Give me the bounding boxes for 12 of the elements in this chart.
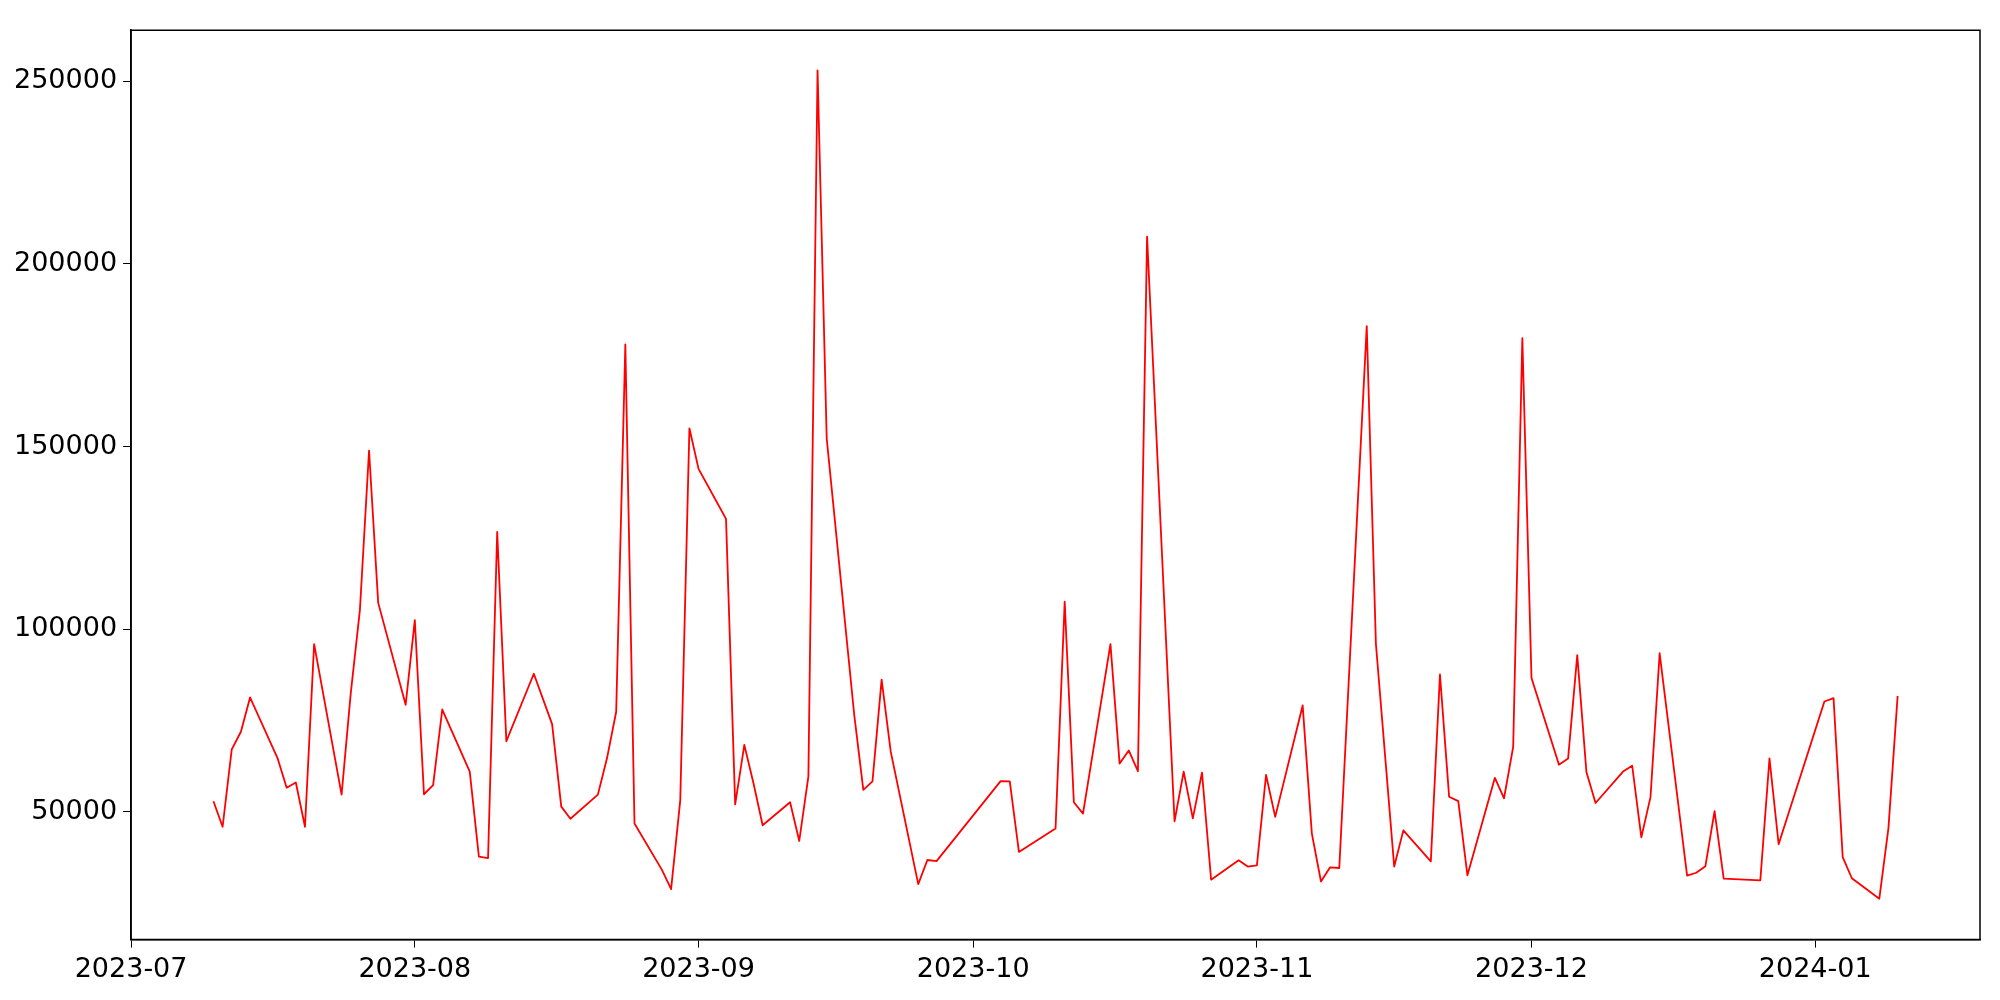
x-tick-label: 2023-09 [642, 951, 755, 983]
y-tick-label: 250000 [13, 63, 118, 95]
x-tick-label: 2023-11 [1200, 951, 1314, 983]
x-tick-label: 2023-07 [74, 951, 188, 983]
y-tick-label: 200000 [13, 245, 118, 277]
x-tick-label: 2023-08 [358, 951, 472, 983]
x-tick-label: 2023-10 [916, 951, 1030, 983]
x-tick-label: 2024-01 [1758, 951, 1872, 983]
y-tick-label: 100000 [13, 611, 118, 643]
y-tick-label: 50000 [31, 793, 118, 825]
y-tick-label: 150000 [13, 428, 118, 460]
x-tick-label: 2023-12 [1475, 951, 1588, 983]
